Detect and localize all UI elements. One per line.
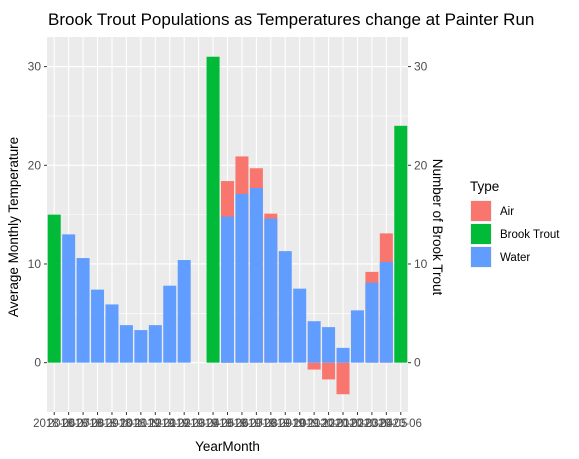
bar-water-2020-01 bbox=[322, 327, 335, 363]
y-axis-secondary-title: Number of Brook Trout bbox=[430, 159, 445, 296]
y-axis-right: 0 10 20 30 bbox=[408, 60, 428, 370]
bar-water-2018-12 bbox=[134, 330, 147, 363]
bar-water-2018-07 bbox=[62, 234, 75, 362]
legend-label: Brook Trout bbox=[500, 229, 560, 241]
legend-title: Type bbox=[470, 179, 499, 194]
y2-tick-label: 0 bbox=[414, 356, 421, 370]
y2-tick-label: 10 bbox=[414, 257, 428, 271]
y-tick-label: 0 bbox=[34, 356, 41, 370]
bar-water-2018-09 bbox=[91, 290, 104, 363]
y-axis-left: 0 10 20 30 bbox=[28, 60, 47, 370]
chart-title: Brook Trout Populations as Temperatures … bbox=[48, 10, 534, 29]
bar-water-2020-04 bbox=[365, 283, 378, 363]
x-axis-title: YearMonth bbox=[195, 439, 260, 454]
y-tick-label: 20 bbox=[28, 158, 42, 172]
bar-water-2020-03 bbox=[351, 310, 364, 362]
bar-water-2019-10 bbox=[279, 251, 292, 363]
bar-water-2019-03 bbox=[178, 260, 191, 363]
x-axis: 2018-062018-072018-082018-092018-102018-… bbox=[33, 412, 422, 430]
legend: Type Air Brook Trout Water bbox=[470, 179, 560, 268]
bar-water-2019-06 bbox=[221, 217, 234, 363]
x-tick-label: 2020-06 bbox=[380, 418, 422, 430]
bar-water-2018-11 bbox=[120, 325, 133, 363]
y-axis-title: Average Monthly Temperature bbox=[6, 137, 21, 317]
bar-air-2020-01 bbox=[322, 363, 335, 380]
bar-water-2020-05 bbox=[380, 262, 393, 363]
bar-water-2019-12 bbox=[308, 321, 321, 362]
bar-air-2020-02 bbox=[337, 363, 350, 395]
bar-water-2019-09 bbox=[264, 219, 277, 363]
bar-brook-trout-2020-06 bbox=[394, 126, 407, 363]
y2-tick-label: 30 bbox=[414, 60, 428, 74]
y-tick-label: 30 bbox=[28, 60, 42, 74]
y-tick-label: 10 bbox=[28, 257, 42, 271]
legend-key-water bbox=[471, 247, 491, 267]
bar-air-2019-12 bbox=[308, 363, 321, 370]
bar-brook-trout-2019-05 bbox=[207, 57, 220, 363]
bar-water-2019-02 bbox=[163, 286, 176, 363]
bar-water-2018-08 bbox=[77, 258, 90, 363]
y2-tick-label: 20 bbox=[414, 158, 428, 172]
bar-water-2019-07 bbox=[235, 194, 248, 363]
legend-key-air bbox=[471, 201, 491, 221]
bar-water-2019-11 bbox=[293, 289, 306, 363]
bar-water-2019-08 bbox=[250, 188, 263, 363]
bar-water-2019-01 bbox=[149, 325, 162, 363]
legend-key-brook-trout bbox=[471, 224, 491, 244]
bar-water-2018-10 bbox=[105, 304, 118, 362]
bar-water-2020-02 bbox=[337, 348, 350, 363]
bar-brook-trout-2018-06 bbox=[48, 215, 61, 363]
legend-label: Water bbox=[500, 252, 530, 264]
legend-label: Air bbox=[500, 206, 514, 218]
